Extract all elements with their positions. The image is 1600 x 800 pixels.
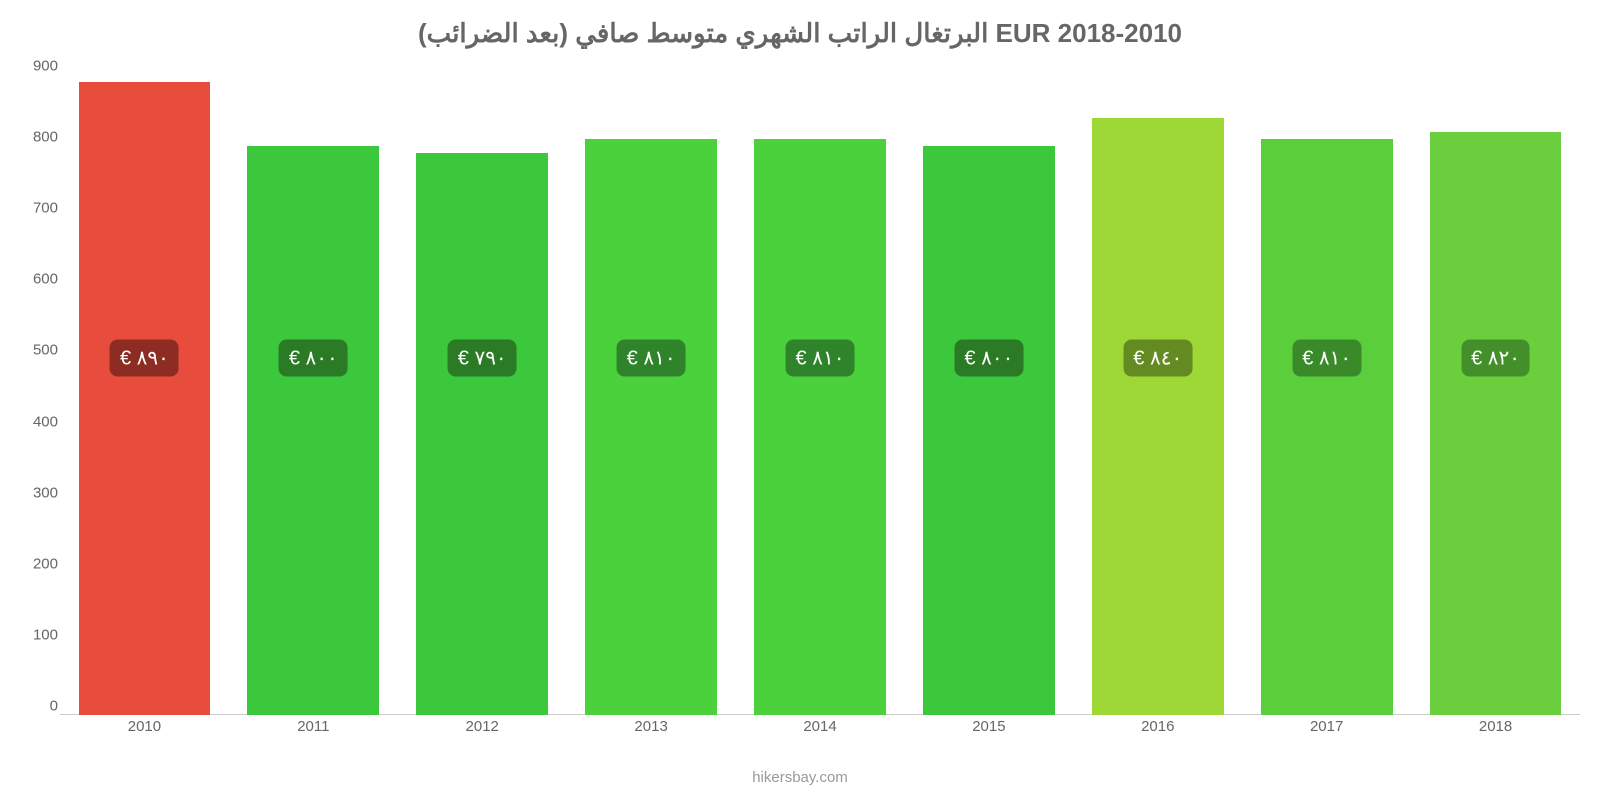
attribution: hikersbay.com [752,769,848,786]
bar [754,139,886,715]
plot-area: ٨٩٠ € ٨٠٠ € ٧٩٠ € ٨١٠ € ٨١٠ € ٨٠٠ € ٨٤٠ € ٨١٠ €… [60,75,1580,715]
chart-area: 0100200300400500600700800900 ٨٩٠ €٨٠٠ €٧… [60,75,1580,715]
bar [1261,139,1393,715]
x-axis: 2010 2011 2012 2013 2014 2015 2016 2017 2018 [60,718,1580,743]
x-tick: 2011 [297,718,329,735]
y-tick: 900 [18,58,58,75]
bar-value-label: ٨٠٠ € [279,339,348,376]
y-tick: 200 [18,555,58,572]
x-tick: 2013 [634,718,667,735]
bar-value-label: ٨١٠ € [1292,339,1361,376]
bar-value-label: ٨٠٠ € [954,339,1023,376]
x-tick: 2017 [1310,718,1343,735]
y-tick: 600 [18,271,58,288]
bar [1092,118,1224,715]
x-tick: 2015 [972,718,1005,735]
bar-value-label: ٨٤٠ € [1123,339,1192,376]
bar [79,82,211,715]
y-tick: 400 [18,413,58,430]
x-tick: 2010 [128,718,161,735]
x-tick: 2016 [1141,718,1174,735]
y-tick: 800 [18,129,58,146]
bar [1430,132,1562,715]
y-tick: 700 [18,200,58,217]
y-tick: 0 [18,698,58,715]
y-axis: 0100200300400500600700800900 [18,75,58,715]
bar-value-label: ٨١٠ € [786,339,855,376]
bar-value-label: ٨٩٠ € [110,339,179,376]
bar [247,146,379,715]
bar [923,146,1055,715]
bar-value-label: ٨٢٠ € [1461,339,1530,376]
y-tick: 300 [18,484,58,501]
y-tick: 500 [18,342,58,359]
x-tick: 2012 [466,718,499,735]
bar [585,139,717,715]
bar-value-label: ٧٩٠ € [448,339,517,376]
bar-value-label: ٨١٠ € [617,339,686,376]
chart-title: البرتغال الراتب الشهري متوسط صافي (بعد ا… [0,0,1600,59]
y-tick: 100 [18,626,58,643]
bar [416,153,548,715]
x-tick: 2018 [1479,718,1512,735]
x-tick: 2014 [803,718,836,735]
